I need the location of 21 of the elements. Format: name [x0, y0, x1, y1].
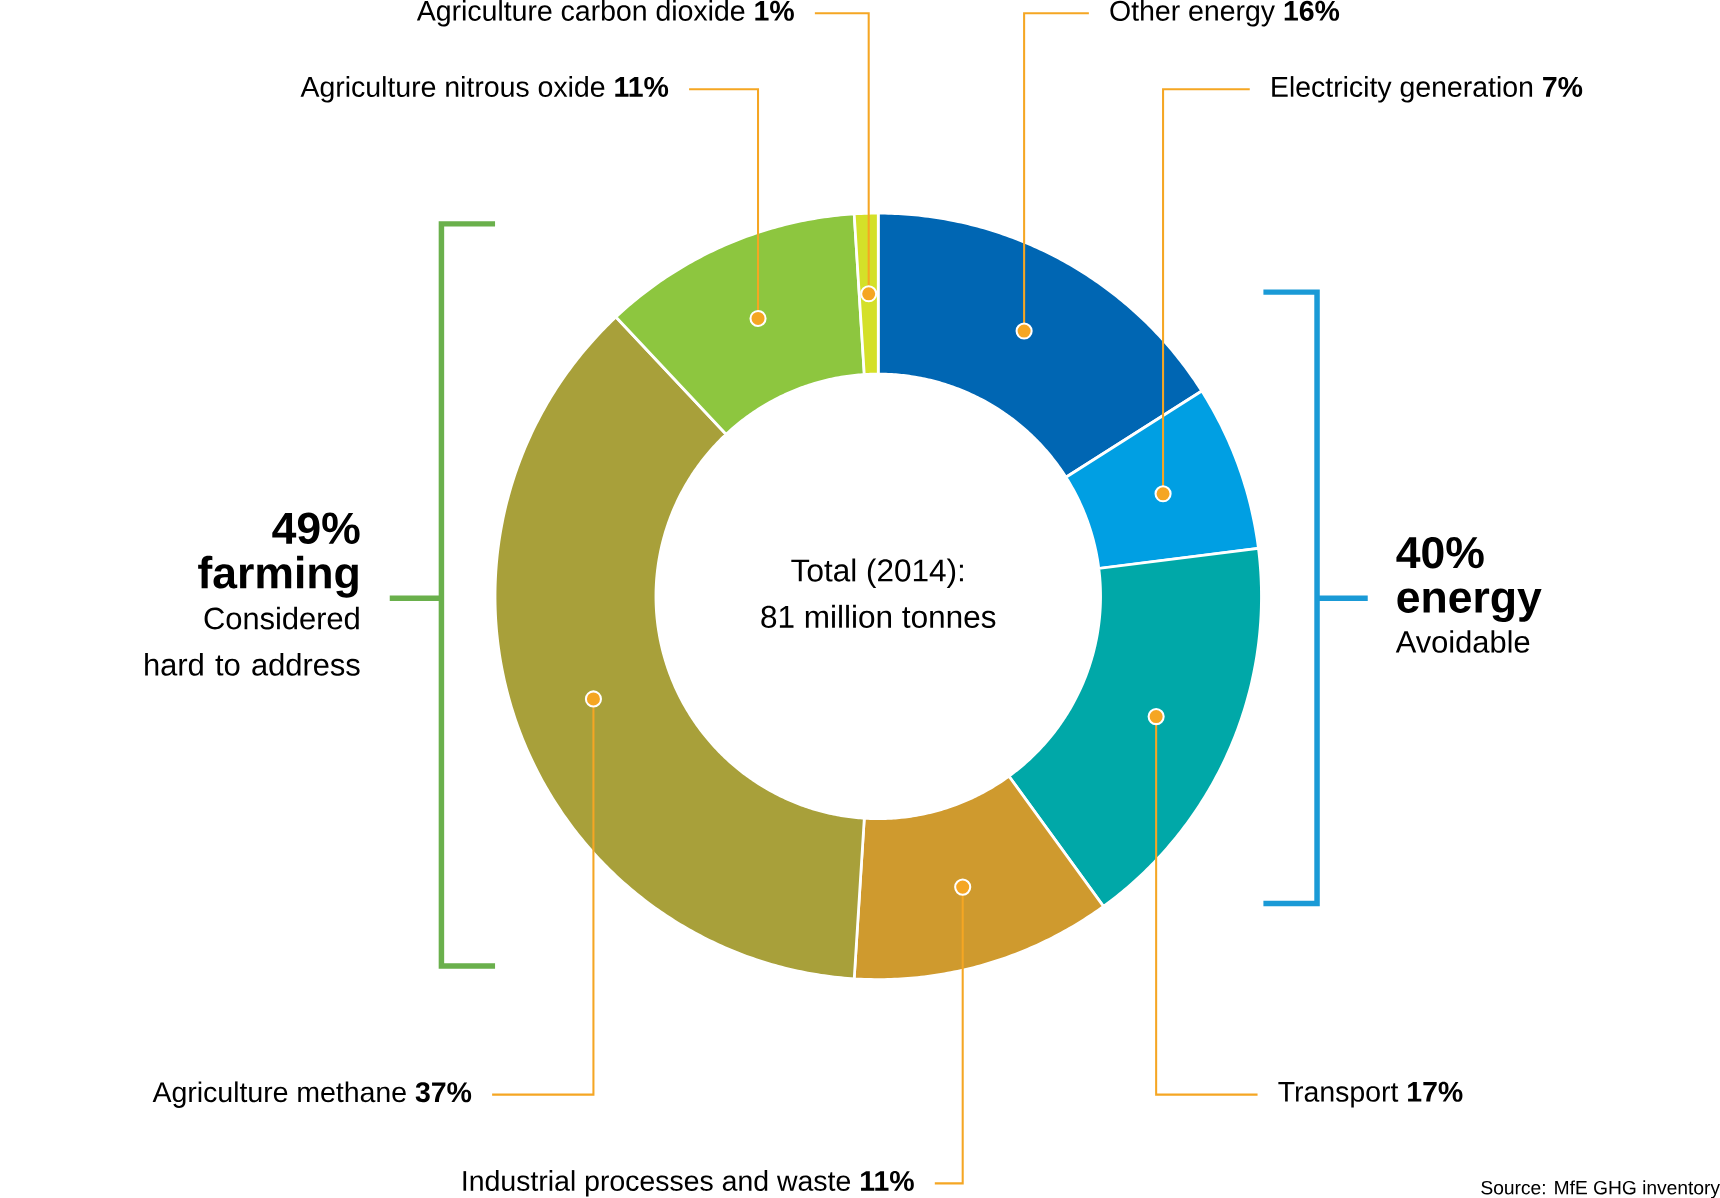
text: 49% farming: [198, 512, 360, 598]
text: 81 million tonnes: [761, 604, 996, 628]
text: Avoidable: [1395, 630, 1530, 653]
data-label: 7%: [1543, 76, 1583, 97]
slice-label: Transport: [1278, 1081, 1399, 1108]
data-label: 11%: [861, 1170, 914, 1191]
data-label: 37%: [415, 1082, 472, 1103]
slice-label: Agriculture methane: [152, 1081, 406, 1108]
slice-label: Other energy: [1110, 0, 1275, 27]
text: Considered hard to address: [145, 606, 360, 676]
slice-label: Electricity generation: [1272, 75, 1533, 103]
data-label: 11%: [615, 76, 669, 97]
source-note: Source: MfE GHG inventory: [1481, 1180, 1720, 1198]
data-label: 1%: [755, 0, 794, 21]
data-label: 17%: [1408, 1081, 1463, 1102]
slice-label: Agriculture nitrous oxide: [300, 75, 605, 103]
data-label: 16%: [1284, 0, 1340, 21]
slice-label: Agriculture carbon dioxide: [416, 0, 745, 27]
text: Total (2014):: [791, 558, 963, 588]
text: 40% energy: [1396, 536, 1542, 622]
slice-label: Industrial processes and waste: [463, 1169, 851, 1197]
